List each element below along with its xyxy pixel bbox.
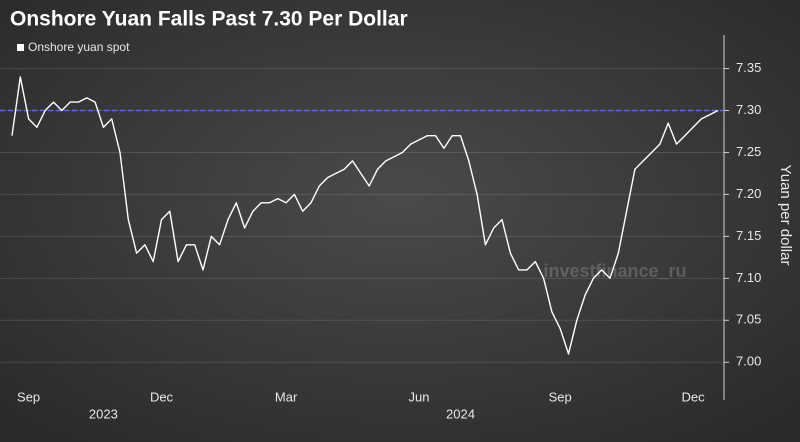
y-tick-label: 7.25 [736, 144, 761, 159]
legend-swatch [17, 44, 24, 51]
x-group-label: 2023 [89, 406, 118, 421]
x-tick-label: Mar [275, 389, 298, 404]
x-tick-label: Jun [409, 389, 430, 404]
y-tick-label: 7.20 [736, 186, 761, 201]
y-tick-label: 7.30 [736, 102, 761, 117]
y-tick-label: 7.35 [736, 60, 761, 75]
y-axis-label: Yuan per dollar [777, 165, 794, 266]
x-tick-label: Dec [682, 389, 706, 404]
legend-label: Onshore yuan spot [28, 40, 130, 54]
y-tick-label: 7.00 [736, 354, 761, 369]
x-tick-label: Dec [150, 389, 174, 404]
watermark: investfinance_ru [543, 261, 686, 281]
chart-title: Onshore Yuan Falls Past 7.30 Per Dollar [10, 8, 408, 31]
y-tick-label: 7.10 [736, 270, 761, 285]
y-tick-label: 7.05 [736, 312, 761, 327]
x-tick-label: Sep [17, 389, 40, 404]
line-series [11, 76, 719, 355]
x-tick-label: Sep [549, 389, 572, 404]
y-tick-label: 7.15 [736, 228, 761, 243]
x-group-label: 2024 [446, 406, 475, 421]
